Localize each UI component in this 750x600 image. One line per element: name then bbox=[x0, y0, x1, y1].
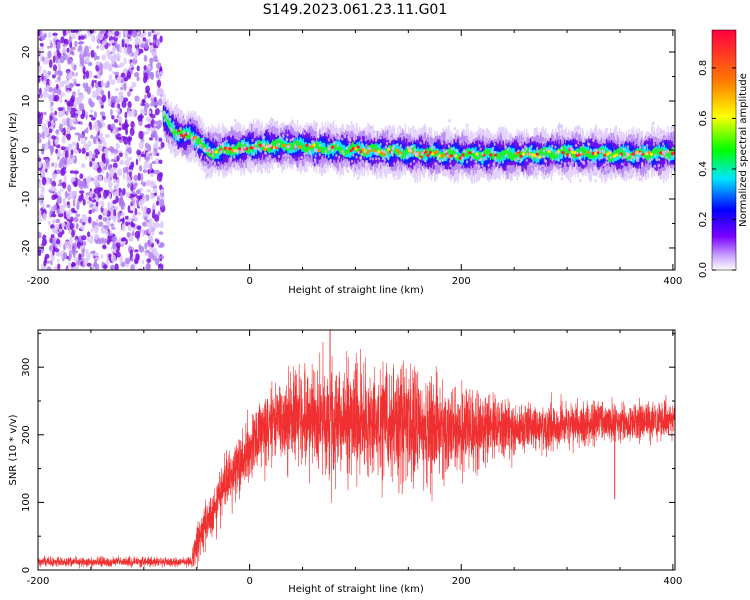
spectrogram-ticks: -200 0 200 400 -20 -10 0 10 20 bbox=[21, 30, 682, 287]
noise-region bbox=[38, 30, 166, 270]
snr-x-tick-label: 0 bbox=[246, 576, 252, 587]
colorbar-tick-label: 0.6 bbox=[698, 110, 709, 126]
spectrogram-panel: -200 0 200 400 -20 -10 0 10 20 Height of straigh… bbox=[8, 29, 749, 296]
snr-y-tick-label: 200 bbox=[21, 425, 32, 444]
snr-y-label: SNR (10 * v/v) bbox=[8, 414, 19, 485]
spectrogram-y-tick-label: 0 bbox=[21, 147, 32, 153]
spectrogram-x-label: Height of straight line (km) bbox=[288, 285, 424, 296]
snr-frame bbox=[37, 329, 676, 571]
snr-y-tick-label: 300 bbox=[21, 358, 32, 377]
spectrogram-x-tick-label: 200 bbox=[452, 276, 471, 287]
spectrogram-y-tick-label: 10 bbox=[21, 95, 32, 108]
spectrogram-x-tick-label: 0 bbox=[246, 276, 252, 287]
snr-y-tick-label: 100 bbox=[21, 493, 32, 512]
colorbar-tick-label: 0.8 bbox=[698, 60, 709, 76]
spectrogram-y-label: Frequency (Hz) bbox=[8, 112, 19, 188]
colorbar-ticks: 0.0 0.2 0.4 0.6 0.8 bbox=[698, 60, 736, 278]
snr-ticks: -200 0 200 400 0 100 200 300 bbox=[21, 330, 682, 587]
spectrogram-x-tick-label: -200 bbox=[27, 276, 50, 287]
snr-series-line bbox=[38, 341, 675, 569]
spectrogram-y-tick-label: 20 bbox=[21, 46, 32, 59]
spectrogram-plot-area bbox=[38, 30, 675, 270]
snr-x-tick-label: 400 bbox=[663, 576, 682, 587]
colorbar-tick-label: 0.0 bbox=[698, 262, 709, 278]
spectrogram-x-tick-label: 400 bbox=[663, 276, 682, 287]
snr-x-label: Height of straight line (km) bbox=[288, 584, 424, 595]
spectrogram-y-tick-label: -20 bbox=[21, 240, 32, 256]
colorbar-tick-label: 0.4 bbox=[698, 161, 709, 177]
colorbar-tick-label: 0.2 bbox=[698, 212, 709, 228]
colorbar-label: Normalized spectral amplitude bbox=[738, 73, 749, 227]
snr-x-tick-label: 200 bbox=[452, 576, 471, 587]
figure-title: S149.2023.061.23.11.G01 bbox=[263, 2, 448, 18]
colorbar bbox=[711, 29, 737, 271]
snr-plot-area bbox=[38, 330, 675, 569]
snr-x-tick-label: -200 bbox=[27, 576, 50, 587]
spectral-ridge bbox=[162, 94, 675, 185]
spectrogram-y-tick-label: -10 bbox=[21, 191, 32, 207]
snr-panel: -200 0 200 400 0 100 200 300 Height of straight… bbox=[8, 329, 682, 595]
snr-y-tick-label: 0 bbox=[21, 567, 32, 573]
